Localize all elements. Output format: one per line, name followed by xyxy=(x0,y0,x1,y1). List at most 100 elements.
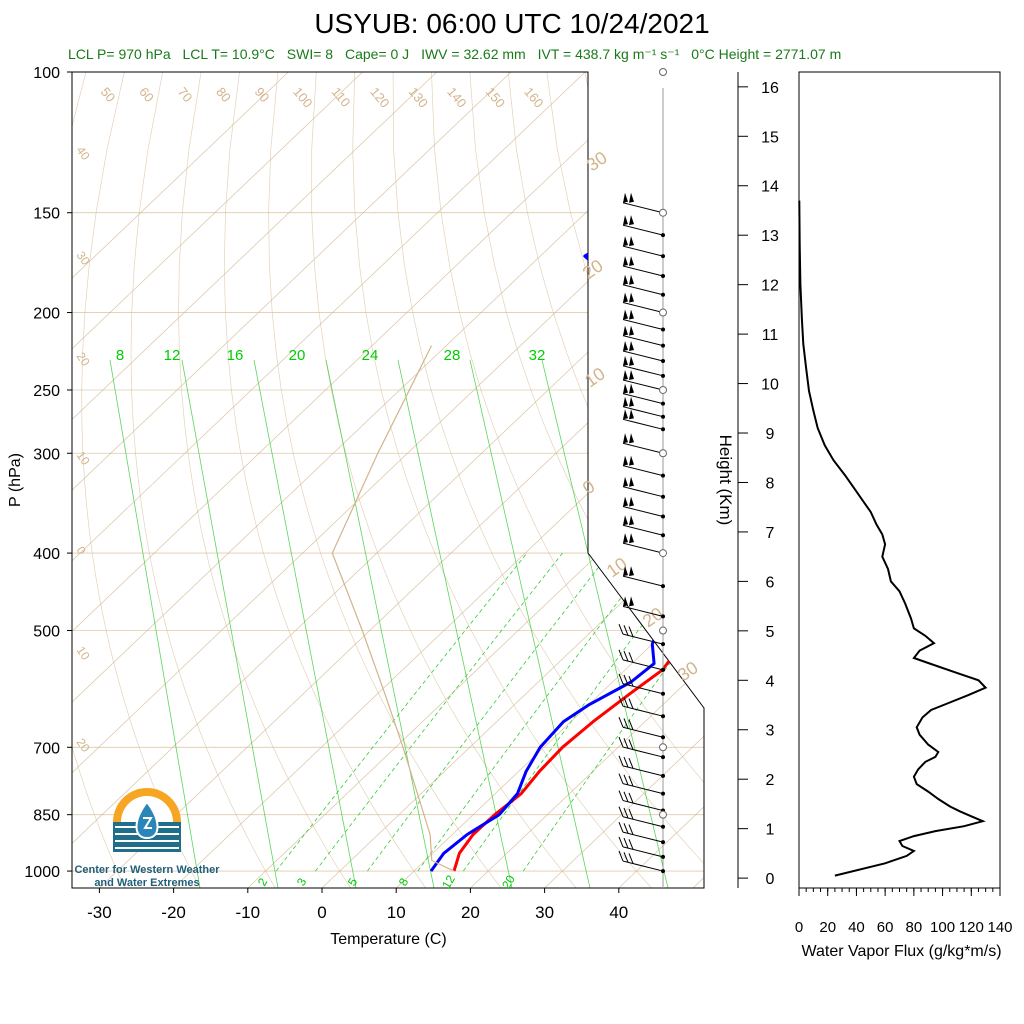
mixing-ratio-line xyxy=(522,552,704,872)
wind-barb xyxy=(622,783,664,795)
wind-barb-flag xyxy=(623,341,628,352)
logo-text-line1: Center for Western Weather xyxy=(74,864,220,876)
mixing-ratio-label-top: 32 xyxy=(529,347,546,364)
x-tick-label: 30 xyxy=(535,903,554,922)
theta-label-left: 10 xyxy=(74,644,93,663)
chart-title: USYUB: 06:00 UTC 10/24/2021 xyxy=(314,8,710,39)
dry-adiabat xyxy=(72,72,126,888)
isotherm-line xyxy=(72,72,289,888)
wind-barb xyxy=(622,265,664,277)
moist-adiabat xyxy=(181,359,279,888)
wind-barb-tick xyxy=(623,774,629,786)
wind-barb-tick xyxy=(628,626,634,637)
mixing-ratio-label-top: 12 xyxy=(164,347,181,364)
wind-barb-flag xyxy=(623,433,628,444)
wind-barb-tick xyxy=(618,736,624,748)
wind-barb-flag xyxy=(629,566,634,577)
flux-x-tick-label: 0 xyxy=(795,919,803,936)
skewt-frame xyxy=(71,71,705,889)
wind-barb xyxy=(622,575,664,587)
series-water-vapor-flux xyxy=(798,200,988,877)
wind-barb-tick xyxy=(618,717,624,728)
wind-barb-flag xyxy=(629,192,634,203)
flux-x-tick-label: 60 xyxy=(877,919,894,936)
x-tick-label: -10 xyxy=(236,903,261,922)
theta-label-left: 30 xyxy=(74,249,93,268)
series-parcel xyxy=(331,345,455,872)
wind-barb-tick xyxy=(623,625,629,636)
theta-label-left: 40 xyxy=(74,144,93,163)
isotherm-label: 90 xyxy=(252,84,273,105)
dry-adiabat xyxy=(777,72,1024,888)
wind-barb-tick xyxy=(628,758,634,769)
dry-adiabat xyxy=(623,72,704,888)
wind-barb xyxy=(622,318,664,330)
mixing-ratio-line xyxy=(275,552,528,872)
wind-barb-tick xyxy=(623,852,629,863)
isotherm-line xyxy=(692,72,704,888)
dry-adiabat xyxy=(223,72,426,888)
mixing-ratio-label-bottom: 5 xyxy=(345,875,361,888)
x-tick-label: 20 xyxy=(461,903,480,922)
y-tick-label: 100 xyxy=(33,65,60,82)
wind-barb-tick xyxy=(618,773,624,784)
wind-barb-flag xyxy=(623,274,628,285)
wind-barb xyxy=(622,765,664,777)
wind-barb-tick xyxy=(628,719,634,730)
theta-label-left: 0 xyxy=(74,544,89,558)
wind-barb-tick xyxy=(628,652,634,663)
wind-barb-flag xyxy=(623,292,628,303)
wind-barb-tick xyxy=(628,808,634,820)
mixing-ratio-label-top: 20 xyxy=(289,347,306,364)
wind-barb-tick xyxy=(628,739,634,750)
isotherm-line xyxy=(470,72,704,888)
dry-adiabat xyxy=(931,72,1024,888)
theta-label-right: 10 xyxy=(581,363,609,391)
y-axis-title: P (hPa) xyxy=(7,453,24,507)
wind-barb-flag xyxy=(629,383,634,394)
x-tick-label: -20 xyxy=(161,903,186,922)
wind-barb-flag xyxy=(629,515,634,526)
dry-adiabat xyxy=(431,72,704,888)
dry-adiabat xyxy=(130,72,276,888)
wind-barb-tick xyxy=(628,698,634,709)
stat-freezing-height: 0°C Height = 2771.07 m xyxy=(691,46,842,62)
wind-barb xyxy=(622,542,664,554)
height-tick-label: 15 xyxy=(761,129,779,146)
wind-barb xyxy=(622,379,664,391)
barb-level-circle xyxy=(659,626,667,635)
wind-barb-flag xyxy=(623,355,628,366)
wind-barb xyxy=(622,705,664,717)
series-temperature xyxy=(452,212,704,872)
wind-barb xyxy=(622,726,664,738)
wind-barb-flag xyxy=(623,215,628,226)
moist-adiabat xyxy=(109,359,201,888)
wind-barb xyxy=(622,406,664,418)
wind-barb xyxy=(622,860,664,872)
theta-label-right: 30 xyxy=(674,657,702,685)
isotherm-line xyxy=(72,72,704,888)
stat-lcl-temperature: LCL T= 10.9°C xyxy=(182,46,275,62)
y-tick-label: 200 xyxy=(33,306,60,323)
wind-barb-tick xyxy=(623,697,629,708)
theta-label-left: 20 xyxy=(74,736,93,755)
flux-x-axis-title: Water Vapor Flux (g/kg*m/s) xyxy=(801,943,1001,960)
dry-adiabat xyxy=(81,72,201,888)
wind-barb-tick xyxy=(618,821,624,833)
wind-barb-flag xyxy=(629,533,634,544)
wind-barb-flag xyxy=(623,409,628,420)
isotherm-line xyxy=(72,72,586,888)
mixing-ratio-label-top: 8 xyxy=(116,347,124,364)
x-tick-label: -30 xyxy=(87,903,112,922)
isotherm-line xyxy=(544,72,704,888)
wind-barb xyxy=(622,524,664,536)
wind-barb xyxy=(622,202,664,214)
mixing-ratio-line xyxy=(367,552,610,872)
wind-barb xyxy=(622,350,664,362)
isotherm-line xyxy=(99,72,704,888)
barb-level-circle xyxy=(659,743,667,752)
stat-ivt: IVT = 438.7 kg m⁻¹ s⁻¹ xyxy=(537,46,680,62)
x-tick-label: 10 xyxy=(387,903,406,922)
isotherm-line xyxy=(72,72,704,888)
